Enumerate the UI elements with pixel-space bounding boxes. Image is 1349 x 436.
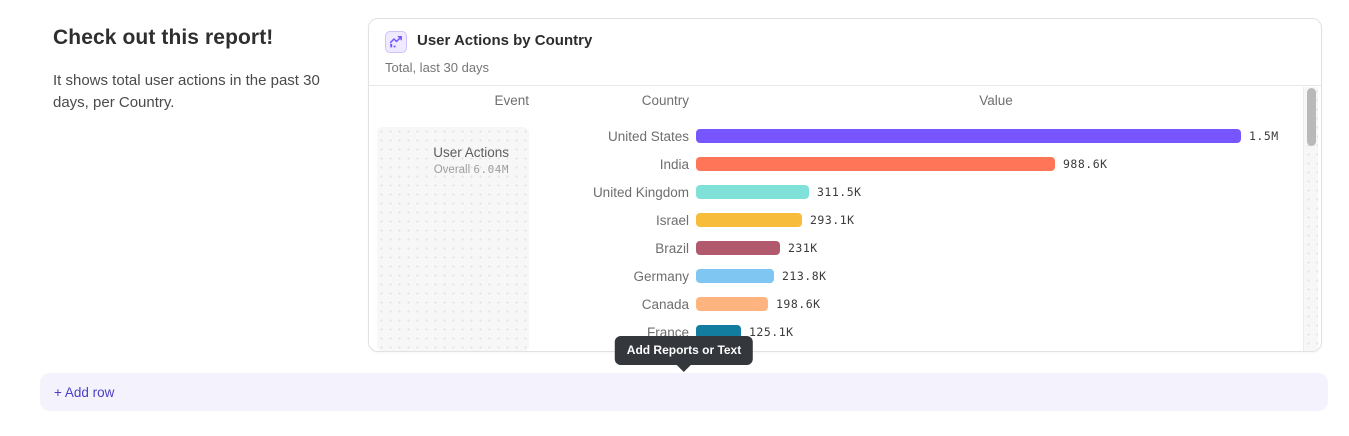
add-row-label: + Add row xyxy=(54,384,115,400)
event-overall-value: 6.04M xyxy=(473,163,509,176)
bar-canada[interactable] xyxy=(696,297,768,311)
value-label: 231K xyxy=(788,241,818,255)
bar-area: 311.5K xyxy=(696,185,862,199)
chart-row: United States 1.5M xyxy=(369,122,1299,150)
bar-area: 213.8K xyxy=(696,269,827,283)
report-card-header: User Actions by Country Total, last 30 d… xyxy=(369,19,1321,86)
add-reports-tooltip: Add Reports or Text xyxy=(614,336,754,372)
bar-france[interactable] xyxy=(696,325,741,339)
value-label: 311.5K xyxy=(817,185,862,199)
column-header-event: Event xyxy=(494,93,529,108)
bar-united-states[interactable] xyxy=(696,129,1241,143)
add-row-button[interactable]: + Add row xyxy=(40,373,1328,411)
value-label: 1.5M xyxy=(1249,129,1279,143)
vertical-scrollbar[interactable] xyxy=(1303,87,1318,351)
event-overall-label: Overall xyxy=(433,164,471,176)
chart-row: India 988.6K xyxy=(369,150,1299,178)
chart-row: Germany 213.8K xyxy=(369,262,1299,290)
card-divider xyxy=(369,85,1321,86)
bar-united-kingdom[interactable] xyxy=(696,185,809,199)
country-label: United Kingdom xyxy=(592,184,689,200)
chart-rows: United States 1.5M India 988.6K United Kingd… xyxy=(369,122,1299,346)
chart-row: Brazil 231K xyxy=(369,234,1299,262)
bar-brazil[interactable] xyxy=(696,241,780,255)
text-widget[interactable]: Check out this report! It shows total us… xyxy=(53,26,333,114)
bar-area: 1.5M xyxy=(696,129,1279,143)
event-overall: Overall 6.04M xyxy=(377,163,509,176)
report-subtitle: Total, last 30 days xyxy=(385,60,490,75)
value-label: 988.6K xyxy=(1063,157,1108,171)
country-label: United States xyxy=(607,128,689,144)
tooltip-arrow-icon xyxy=(675,364,692,372)
bar-israel[interactable] xyxy=(696,213,802,227)
chart-row: Canada 198.6K xyxy=(369,290,1299,318)
value-label: 198.6K xyxy=(776,297,821,311)
chart-row: United Kingdom 311.5K xyxy=(369,178,1299,206)
event-name: User Actions xyxy=(433,145,509,160)
event-cell[interactable]: User Actions Overall 6.04M xyxy=(377,127,529,351)
bar-area: 988.6K xyxy=(696,157,1108,171)
country-label: India xyxy=(659,156,689,172)
country-label: France xyxy=(646,324,689,340)
tooltip-label: Add Reports or Text xyxy=(626,343,742,357)
report-card[interactable]: User Actions by Country Total, last 30 d… xyxy=(368,18,1322,352)
line-chart-icon xyxy=(385,31,407,53)
column-header-country: Country xyxy=(641,93,689,108)
value-label: 125.1K xyxy=(749,325,794,339)
column-header-value: Value xyxy=(979,93,1013,108)
value-label: 213.8K xyxy=(782,269,827,283)
text-widget-body: It shows total user actions in the past … xyxy=(53,72,320,111)
value-label: 293.1K xyxy=(810,213,855,227)
report-title[interactable]: User Actions by Country xyxy=(417,32,593,49)
chart-row: Israel 293.1K xyxy=(369,206,1299,234)
country-label: Germany xyxy=(633,268,689,284)
scrollbar-thumb[interactable] xyxy=(1307,88,1316,146)
bar-area: 231K xyxy=(696,241,818,255)
country-label: Canada xyxy=(641,296,689,312)
country-label: Brazil xyxy=(655,240,689,256)
bar-germany[interactable] xyxy=(696,269,774,283)
bar-area: 293.1K xyxy=(696,213,855,227)
chart-row: France 125.1K xyxy=(369,318,1299,346)
bar-area: 125.1K xyxy=(696,325,794,339)
text-widget-title: Check out this report! xyxy=(53,26,274,49)
bar-india[interactable] xyxy=(696,157,1055,171)
country-label: Israel xyxy=(655,212,689,228)
bar-area: 198.6K xyxy=(696,297,821,311)
